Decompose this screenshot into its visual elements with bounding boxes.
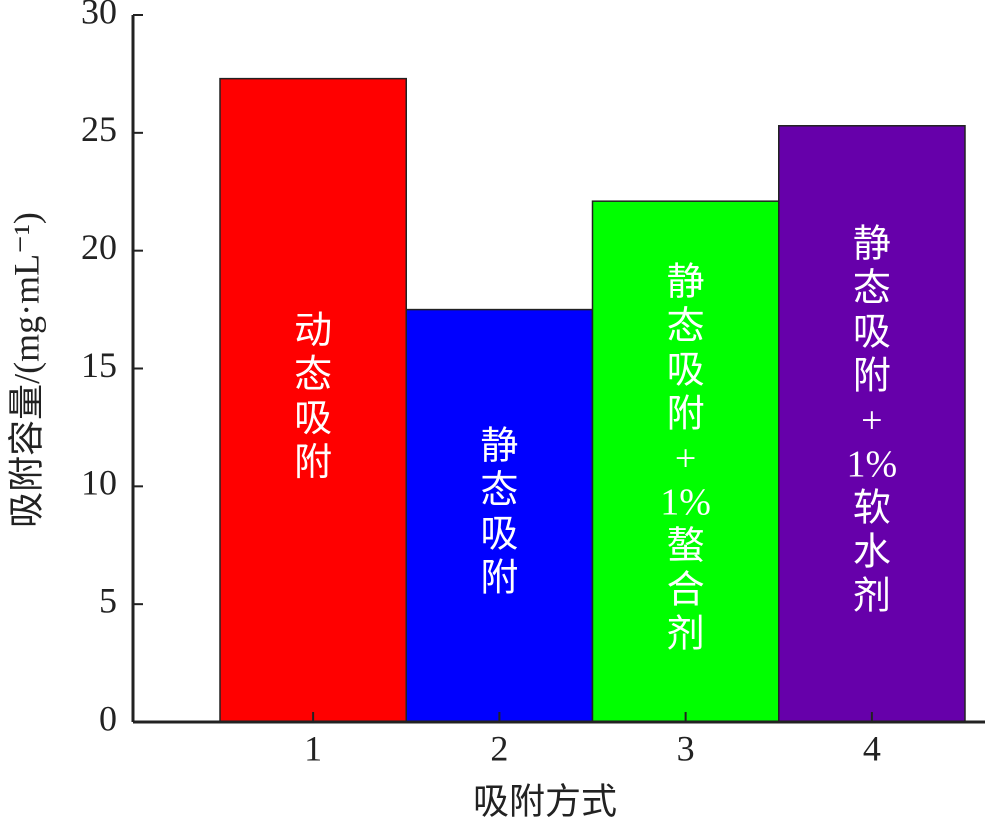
- bar-label: 1%: [847, 444, 898, 486]
- bar: [778, 125, 966, 723]
- bar-label: 静: [480, 426, 518, 468]
- y-tick-label: 0: [99, 698, 117, 738]
- bar-label: 态: [667, 305, 705, 347]
- y-tick-label: 20: [81, 227, 117, 267]
- bar-label: 态: [853, 268, 891, 310]
- bar-label: +: [861, 400, 882, 442]
- bar-label: 附: [667, 393, 705, 435]
- bar-label: 剂: [667, 613, 705, 655]
- bar-label: 静: [853, 224, 891, 266]
- y-tick-label: 25: [81, 109, 117, 149]
- bar-label: +: [675, 437, 696, 479]
- bar-label: 附: [853, 356, 891, 398]
- bar-label: 态: [480, 470, 518, 512]
- y-tick-label: 5: [99, 580, 117, 620]
- bar-label: 软: [853, 488, 891, 530]
- x-axis-title: 吸附方式: [473, 781, 617, 821]
- bar-label: 附: [480, 558, 518, 600]
- bar-label: 静: [667, 261, 705, 303]
- x-tick-label: 2: [490, 728, 508, 768]
- y-tick-label: 30: [81, 0, 117, 31]
- bar-label: 1%: [660, 481, 711, 523]
- bar: [219, 77, 407, 723]
- bar-label: 吸: [667, 349, 705, 391]
- y-axis-title: 吸附容量/(mg·mL⁻¹): [6, 212, 46, 528]
- bar-label: 吸: [294, 398, 332, 440]
- bar-label: 剂: [853, 576, 891, 618]
- bar-label: 水: [853, 532, 891, 574]
- x-tick-label: 1: [304, 728, 322, 768]
- y-tick-label: 10: [81, 463, 117, 503]
- bar: [405, 308, 594, 723]
- bar-label: 动: [294, 310, 332, 352]
- bar-label: 态: [294, 354, 332, 396]
- bar-label: 合: [667, 569, 705, 611]
- bar-label: 吸: [853, 312, 891, 354]
- bar-label: 附: [294, 442, 332, 484]
- bar-label: 螯: [667, 525, 705, 567]
- bar: [591, 200, 780, 723]
- bar-label: 吸: [480, 514, 518, 556]
- x-tick-label: 3: [677, 728, 695, 768]
- y-tick-label: 15: [81, 345, 117, 385]
- x-tick-label: 4: [863, 728, 881, 768]
